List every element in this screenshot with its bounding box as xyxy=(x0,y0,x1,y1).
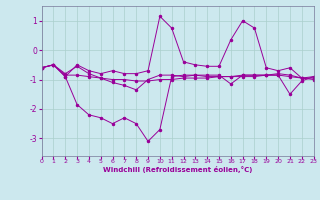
X-axis label: Windchill (Refroidissement éolien,°C): Windchill (Refroidissement éolien,°C) xyxy=(103,166,252,173)
